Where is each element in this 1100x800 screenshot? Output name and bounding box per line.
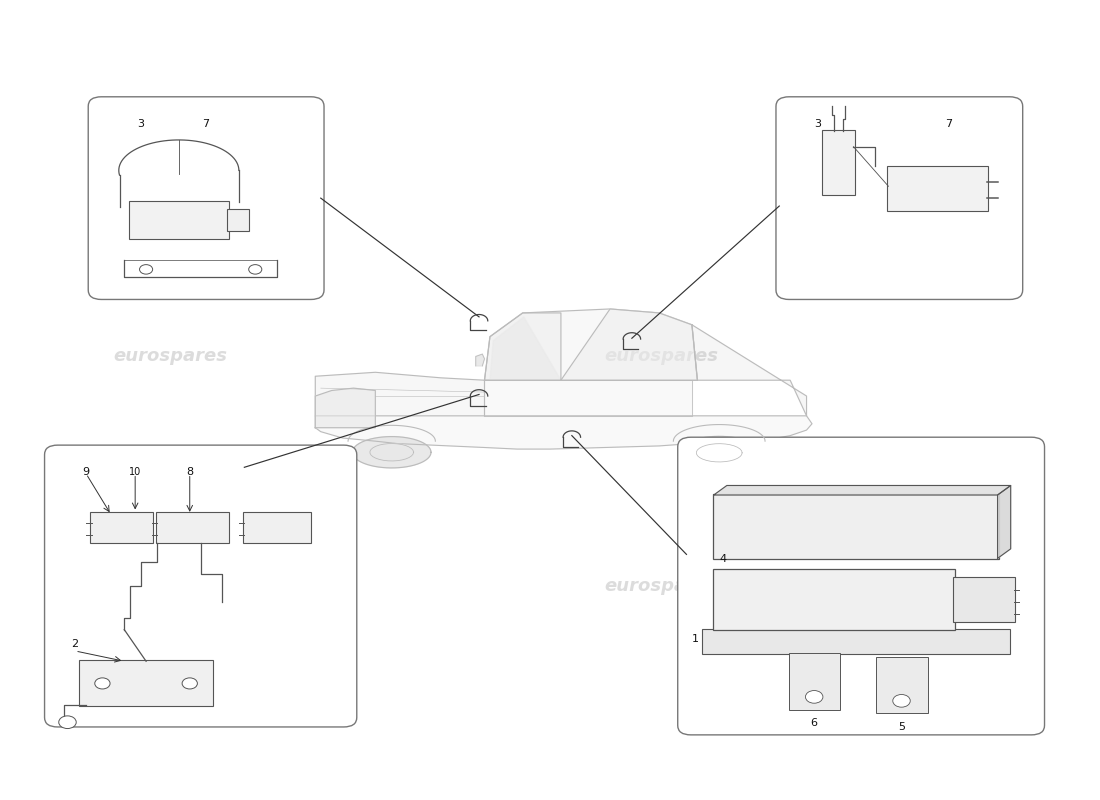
Text: 9: 9 — [82, 467, 89, 478]
Text: 6: 6 — [811, 718, 817, 728]
Polygon shape — [370, 443, 414, 461]
FancyBboxPatch shape — [45, 445, 356, 727]
Circle shape — [58, 716, 76, 729]
FancyBboxPatch shape — [953, 578, 1015, 622]
Text: 7: 7 — [202, 119, 210, 129]
Polygon shape — [714, 486, 1011, 495]
Circle shape — [183, 678, 197, 689]
Polygon shape — [352, 437, 431, 468]
Polygon shape — [998, 486, 1011, 558]
FancyBboxPatch shape — [702, 629, 1010, 654]
Polygon shape — [316, 416, 812, 449]
Polygon shape — [490, 317, 561, 380]
Text: 1: 1 — [692, 634, 698, 643]
Text: eurospares: eurospares — [113, 577, 228, 595]
Text: 2: 2 — [72, 639, 79, 650]
Polygon shape — [696, 444, 742, 462]
Text: 3: 3 — [138, 119, 144, 129]
Circle shape — [95, 678, 110, 689]
Circle shape — [805, 690, 823, 703]
FancyBboxPatch shape — [678, 438, 1045, 735]
FancyBboxPatch shape — [877, 657, 927, 714]
Circle shape — [893, 694, 911, 707]
Text: eurospares: eurospares — [605, 347, 718, 366]
FancyBboxPatch shape — [713, 570, 955, 630]
Polygon shape — [484, 380, 692, 416]
FancyBboxPatch shape — [227, 210, 249, 230]
Text: eurospares: eurospares — [113, 347, 228, 366]
Polygon shape — [316, 372, 484, 416]
Text: 5: 5 — [898, 722, 905, 732]
FancyBboxPatch shape — [713, 494, 999, 559]
Polygon shape — [484, 313, 561, 380]
Polygon shape — [678, 436, 760, 470]
Text: 3: 3 — [814, 119, 821, 129]
FancyBboxPatch shape — [888, 166, 988, 210]
FancyBboxPatch shape — [129, 202, 229, 238]
FancyBboxPatch shape — [822, 130, 855, 195]
Circle shape — [249, 265, 262, 274]
FancyBboxPatch shape — [88, 97, 324, 299]
Polygon shape — [476, 354, 484, 366]
FancyBboxPatch shape — [789, 653, 840, 710]
FancyBboxPatch shape — [156, 512, 229, 543]
Polygon shape — [484, 309, 697, 380]
Circle shape — [140, 265, 153, 274]
Polygon shape — [316, 388, 375, 428]
Polygon shape — [692, 325, 806, 416]
Text: 7: 7 — [945, 119, 952, 129]
Text: eurospares: eurospares — [605, 577, 718, 595]
Polygon shape — [561, 309, 697, 380]
Text: 4: 4 — [719, 554, 726, 564]
FancyBboxPatch shape — [776, 97, 1023, 299]
FancyBboxPatch shape — [243, 512, 311, 543]
Text: 10: 10 — [129, 467, 141, 478]
FancyBboxPatch shape — [90, 512, 153, 543]
Text: 8: 8 — [186, 467, 194, 478]
FancyBboxPatch shape — [79, 661, 212, 706]
